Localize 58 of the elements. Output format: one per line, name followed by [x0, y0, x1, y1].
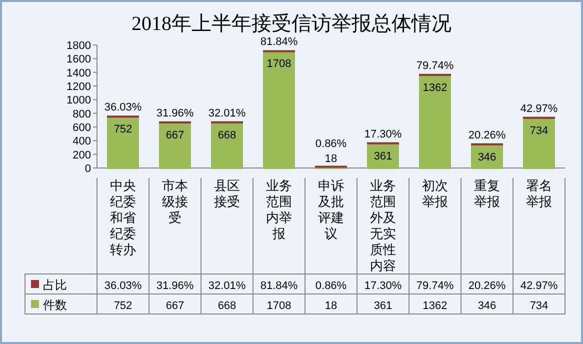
y-tick-label: 400 [72, 136, 91, 148]
text: 361 [374, 150, 392, 162]
text: 31.96% [156, 107, 194, 120]
x-tick-label: 申诉及批评建议 [318, 178, 344, 241]
text: 734 [530, 124, 548, 137]
data-label: 32.01% [208, 280, 246, 292]
text: 667 [166, 129, 184, 142]
text: 346 [478, 151, 496, 164]
legend-label: 占比 [43, 278, 67, 292]
data-label: 0.86% [315, 280, 347, 292]
y-tick-label: 1800 [66, 40, 91, 52]
data-label: 361 [374, 300, 392, 312]
x-tick-label: 初次举报 [422, 178, 448, 209]
y-tick-label: 1400 [66, 67, 91, 80]
data-label: 17.30% [364, 280, 402, 292]
text: 42.97% [520, 102, 558, 115]
data-label: 1708 [266, 300, 292, 312]
data-label: 346 [478, 300, 496, 312]
y-tick-label: 200 [72, 149, 91, 162]
y-tick-label: 1000 [66, 94, 91, 107]
data-label: 734 [530, 300, 548, 312]
x-tick-label: 中央纪委和省纪委转办 [110, 178, 136, 257]
data-label: 31.96% [156, 280, 194, 292]
x-tick-label: 重复举报 [474, 178, 500, 209]
data-label: 18 [324, 300, 338, 312]
text: 18 [324, 152, 338, 165]
x-tick-label: 业务范围外及无实质性内容 [370, 178, 396, 273]
text: 1708 [266, 58, 292, 70]
x-tick-label: 署名举报 [526, 178, 552, 209]
x-tick-label: 业务范围内举报 [266, 178, 292, 241]
text: 752 [114, 124, 132, 136]
text: 668 [218, 129, 236, 142]
text: 79.74% [416, 60, 454, 72]
data-label: 36.03% [104, 280, 142, 292]
text: 36.03% [104, 102, 142, 114]
data-label: 752 [114, 300, 132, 312]
data-label: 20.26% [468, 280, 506, 292]
y-tick-label: 1200 [66, 81, 91, 93]
y-tick-label: 600 [72, 122, 91, 134]
y-tick-label: 800 [72, 108, 91, 120]
data-label: 667 [166, 300, 184, 312]
text: 1362 [422, 82, 448, 94]
text: 17.30% [364, 128, 402, 140]
y-tick-label: 0 [84, 163, 91, 175]
y-tick-label: 1600 [66, 54, 91, 66]
chart-title: 2018年上半年接受信访举报总体情况 [132, 13, 452, 35]
x-tick-label: 市本级接受 [162, 178, 188, 225]
data-label: 668 [218, 300, 236, 312]
text: 32.01% [208, 107, 246, 120]
data-label: 42.97% [520, 280, 558, 292]
data-label: 81.84% [260, 280, 298, 292]
x-tick-label: 县区接受 [214, 178, 240, 209]
data-label: 1362 [422, 300, 448, 312]
text: 81.84% [260, 36, 298, 48]
text: 0.86% [315, 138, 347, 150]
data-label: 79.74% [416, 280, 454, 292]
text: 20.26% [468, 129, 506, 142]
legend-label: 件数 [43, 298, 67, 312]
